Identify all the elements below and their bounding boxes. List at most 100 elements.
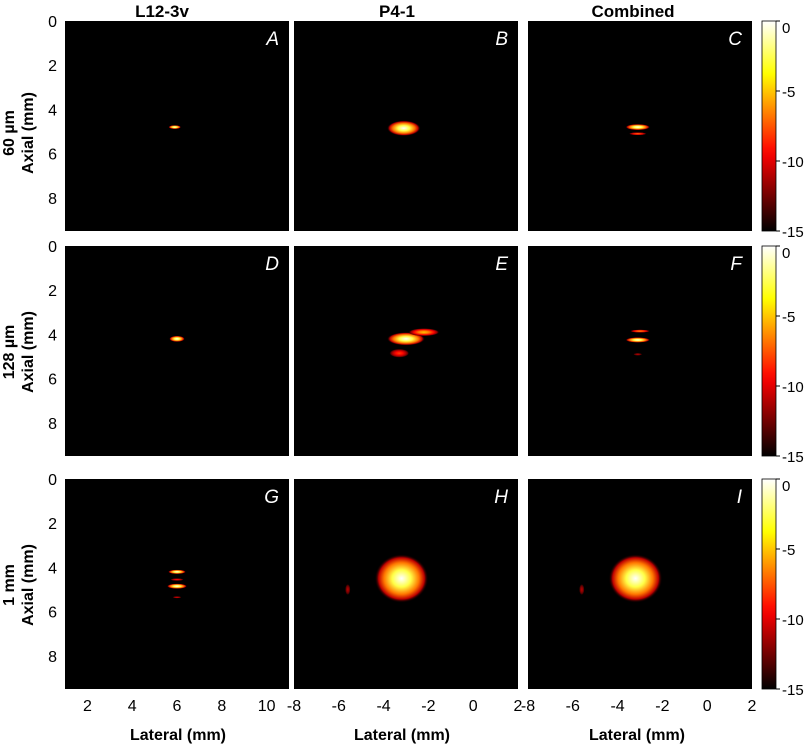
x-tick-label: 10	[258, 698, 276, 715]
panel-letter: D	[265, 254, 279, 275]
intensity-blob	[386, 120, 421, 136]
colorbar-row-1: 0 -5 -10 -15	[761, 20, 804, 241]
x-tick-label: 0	[469, 698, 478, 715]
y-tick-label: 2	[48, 516, 57, 533]
heatmap-panel-h: H -8 -6 -4 -2 0 2	[287, 479, 523, 715]
x-axis-label-col1: Lateral (mm)	[130, 727, 226, 744]
y-tick-label: 6	[48, 372, 57, 389]
colorbar-tick-label: -15	[782, 682, 804, 699]
y-tick-label: 8	[48, 191, 57, 208]
x-tick-label: 2	[514, 698, 523, 715]
x-tick-label: -6	[332, 698, 346, 715]
y-tick-label: 8	[48, 649, 57, 666]
row-ylabel: Axial (mm)	[20, 92, 37, 174]
colorbar-gradient	[761, 245, 777, 457]
x-tick-label: 0	[703, 698, 712, 715]
panel-background	[528, 246, 752, 456]
heatmap-panel-b: B	[294, 21, 518, 231]
y-tick-label: 8	[48, 416, 57, 433]
x-tick-label: -2	[655, 698, 669, 715]
colorbar-tick-label: -5	[782, 84, 795, 101]
colorbar-tick-label: -10	[782, 379, 804, 396]
x-tick-label: 2	[748, 698, 757, 715]
y-tick-label: 0	[48, 472, 57, 489]
x-tick-label: -4	[610, 698, 624, 715]
intensity-blob	[625, 337, 651, 343]
intensity-blob	[629, 329, 651, 333]
heatmap-panel-c: C	[528, 21, 752, 231]
panel-background	[65, 246, 289, 456]
row-ylabel: Axial (mm)	[20, 311, 37, 393]
y-tick-label: 4	[48, 560, 57, 577]
panel-letter: B	[495, 29, 508, 50]
heatmap-panel-e: E	[294, 246, 518, 456]
x-tick-label: -8	[521, 698, 535, 715]
colorbar-tick-label: -10	[782, 154, 804, 171]
intensity-blob	[168, 125, 182, 130]
panel-letter: H	[494, 487, 508, 508]
x-tick-label: -4	[376, 698, 390, 715]
colorbar-tick-label: -5	[782, 542, 795, 559]
x-tick-label: 4	[128, 698, 137, 715]
y-tick-label: 2	[48, 283, 57, 300]
y-tick-label: 6	[48, 605, 57, 622]
intensity-blob	[608, 554, 663, 603]
y-tick-label: 4	[48, 102, 57, 119]
colorbar-tick-label: -15	[782, 449, 804, 466]
panel-letter: G	[264, 487, 279, 508]
x-tick-label: -2	[421, 698, 435, 715]
column-title-combined: Combined	[591, 2, 674, 21]
intensity-blob	[579, 584, 585, 596]
intensity-blob	[628, 132, 647, 136]
intensity-blob	[625, 124, 651, 131]
y-tick-label: 0	[48, 239, 57, 256]
column-title-l12-3v: L12-3v	[135, 2, 189, 21]
column-title-p4-1: P4-1	[379, 2, 415, 21]
x-tick-label: -6	[566, 698, 580, 715]
y-tick-label: 4	[48, 327, 57, 344]
intensity-blob	[408, 328, 440, 337]
row-ylabel: Axial (mm)	[20, 544, 37, 626]
intensity-blob	[170, 578, 184, 581]
heatmap-panel-a: A 0 2 4 6 8	[48, 14, 289, 231]
intensity-blob	[169, 335, 185, 342]
colorbar-tick-label: -5	[782, 309, 795, 326]
heatmap-panel-f: F	[528, 246, 752, 456]
colorbar-row-2: 0 -5 -10 -15	[761, 245, 804, 466]
intensity-blob	[345, 584, 351, 596]
colorbar-row-3: 0 -5 -10 -15	[761, 478, 804, 699]
y-tick-label: 2	[48, 58, 57, 75]
x-tick-label: -8	[287, 698, 301, 715]
panel-letter: A	[265, 29, 279, 50]
row-label-1mm: 1 mm	[1, 564, 18, 606]
heatmap-panel-d: D 0 2 4 6 8	[48, 239, 289, 456]
panel-letter: I	[737, 487, 743, 508]
x-axis-label-col2: Lateral (mm)	[354, 727, 450, 744]
colorbar-tick-label: 0	[782, 478, 790, 495]
intensity-blob	[168, 569, 186, 575]
colorbar-gradient	[761, 20, 777, 232]
x-axis-label-col3: Lateral (mm)	[589, 727, 685, 744]
row-label-60um: 60 µm	[1, 110, 18, 156]
x-tick-label: 8	[217, 698, 226, 715]
y-tick-label: 0	[48, 14, 57, 31]
panel-letter: C	[728, 29, 742, 50]
intensity-blob	[633, 352, 643, 356]
colorbar-tick-label: 0	[782, 20, 790, 37]
colorbar-gradient	[761, 478, 777, 690]
x-tick-label: 2	[83, 698, 92, 715]
heatmap-panel-i: I -8 -6 -4 -2 0 2	[521, 479, 757, 715]
colorbars-layer: 0 -5 -10 -15 0 -5 -10 -15 0 -5 -10 -15	[761, 20, 804, 699]
intensity-blob	[389, 348, 410, 358]
panel-letter: F	[730, 254, 743, 275]
intensity-blob	[172, 596, 182, 599]
x-tick-label: 6	[173, 698, 182, 715]
colorbar-tick-label: 0	[782, 245, 790, 262]
intensity-blob	[374, 554, 429, 603]
row-label-128um: 128 µm	[1, 325, 18, 380]
colorbar-tick-label: -15	[782, 224, 804, 241]
colorbar-tick-label: -10	[782, 612, 804, 629]
intensity-blob	[166, 583, 188, 589]
